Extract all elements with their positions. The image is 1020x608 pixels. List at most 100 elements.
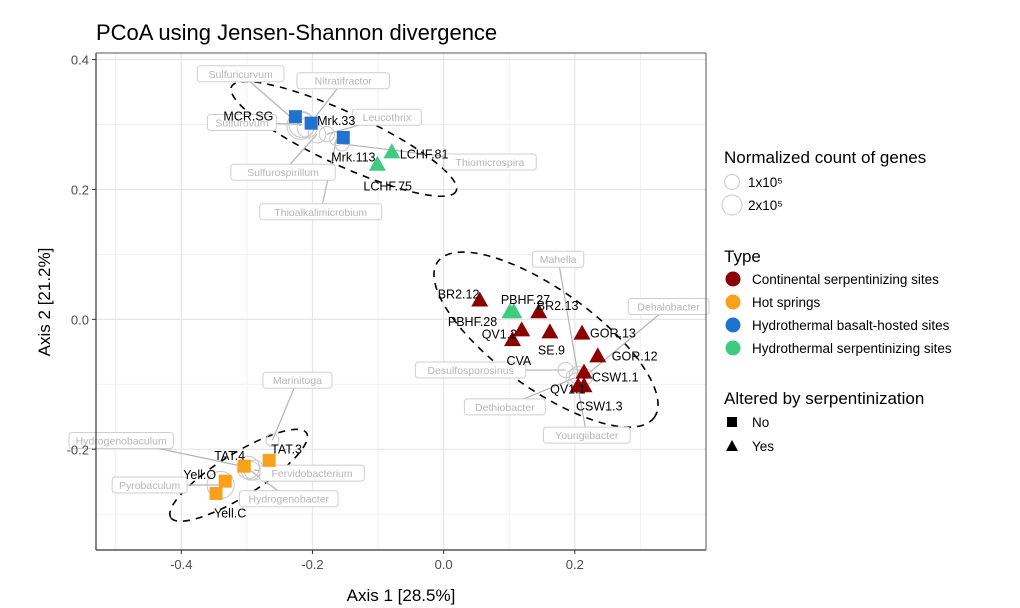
taxon-leader-line xyxy=(584,306,670,377)
legend: Normalized count of genes 1x10⁵ 2x10⁵ Type C… xyxy=(721,148,952,454)
taxon-label: Desulfosporosinus xyxy=(427,365,513,377)
taxon-label-box xyxy=(443,153,537,171)
point-label: PBHF.28 xyxy=(448,315,497,329)
point-label: LCHF.75 xyxy=(363,180,412,194)
square-point xyxy=(262,453,276,467)
taxon-label-box xyxy=(627,298,710,316)
legend-type-label: Continental serpentinizing sites xyxy=(752,272,939,287)
taxon-label: Mahella xyxy=(540,254,577,266)
taxon-label: Hydrogenobacter xyxy=(249,494,330,506)
taxon-label: Marinitoga xyxy=(273,375,322,387)
taxon-label: Fervidobacterium xyxy=(272,468,353,480)
panel-background xyxy=(96,53,706,550)
legend-type-swatch xyxy=(725,294,741,310)
point-label: CSW1.1 xyxy=(592,371,639,385)
taxon-label: Nitratifractor xyxy=(315,76,373,88)
triangle-point xyxy=(541,323,559,339)
point-label: SE.9 xyxy=(538,343,565,357)
taxon-label-box xyxy=(531,250,585,268)
legend-shape-title: Altered by serpentinization xyxy=(724,389,924,408)
square-point xyxy=(336,130,350,144)
point-label: Mrk.113 xyxy=(331,150,375,164)
taxon-label: Hydrogenobaculum xyxy=(76,435,167,447)
point-label: GOR.12 xyxy=(612,349,658,363)
legend-type-label: Hydrothermal basalt-hosted sites xyxy=(752,318,950,333)
taxon-label-box xyxy=(351,108,422,126)
legend-type-swatch xyxy=(725,317,741,333)
taxon-label: Sulfurovum xyxy=(215,117,268,129)
taxon-leader-line xyxy=(271,379,298,441)
taxon-label-box xyxy=(239,490,339,508)
taxon-abundance-circle xyxy=(318,126,335,143)
triangle-point xyxy=(589,347,607,363)
square-point xyxy=(288,110,302,124)
triangle-point xyxy=(513,321,531,337)
point-label: MCR.SG xyxy=(223,110,273,124)
point-label: BR2.12 xyxy=(438,288,480,302)
triangle-point xyxy=(575,377,593,393)
taxon-label: Youngiibacter xyxy=(555,430,619,442)
taxon-label-box xyxy=(68,431,174,449)
point-label: TAT.3 xyxy=(271,442,302,456)
group-ellipse xyxy=(433,251,659,428)
square-point xyxy=(237,459,251,473)
x-tick-label: -0.4 xyxy=(170,557,192,572)
legend-size-label: 2x10⁵ xyxy=(748,198,783,213)
square-point xyxy=(304,116,318,130)
legend-square-icon xyxy=(727,417,737,427)
taxon-label-box xyxy=(463,398,546,416)
x-tick-label: -0.2 xyxy=(301,557,323,572)
y-tick-label: 0.4 xyxy=(71,52,89,67)
point-label: Mrk.33 xyxy=(317,114,355,128)
legend-size-circle-small xyxy=(724,174,740,190)
legend-size-title: Normalized count of genes xyxy=(724,148,926,167)
taxon-label: Dehalobacter xyxy=(637,302,700,314)
point-label: BR2.13 xyxy=(537,299,579,313)
point-label: Yell.C xyxy=(214,506,246,520)
x-tick-label: 0.2 xyxy=(566,557,584,572)
point-label: QV1.2 xyxy=(482,327,517,341)
chart-title: PCoA using Jensen-Shannon divergence xyxy=(96,20,497,45)
taxon-label-box xyxy=(259,203,383,221)
y-tick-label: 0.2 xyxy=(71,182,89,197)
taxon-label: Sulfuricurvum xyxy=(209,69,273,81)
legend-type-label: Hydrothermal serpentinizing sites xyxy=(752,341,952,356)
taxon-label-box xyxy=(111,476,188,494)
x-tick-label: 0.0 xyxy=(435,557,453,572)
square-point xyxy=(209,486,223,500)
triangle-point xyxy=(471,291,489,307)
taxon-label-box xyxy=(296,72,391,90)
taxon-abundance-circle xyxy=(265,433,280,448)
legend-size-circle-large xyxy=(721,194,743,216)
legend-type-swatch xyxy=(725,340,741,356)
group-ellipse xyxy=(169,428,309,523)
legend-shape-label: Yes xyxy=(752,439,774,454)
point-label: PBHF.27 xyxy=(501,293,550,307)
triangle-point xyxy=(575,363,593,379)
point-label: QV1.1 xyxy=(550,382,585,396)
legend-size-label: 1x10⁵ xyxy=(748,175,783,190)
taxon-label: Sulfurospirillum xyxy=(247,167,319,179)
sample-labels: MCR.SG Mrk.33 Mrk.113 LCHF.81 LCHF.75 BR2.12 P… xyxy=(183,110,657,521)
taxon-label: Pyrobaculum xyxy=(119,480,181,492)
legend-triangle-icon xyxy=(726,440,738,451)
square-point xyxy=(218,474,232,488)
taxon-label: Leucothrix xyxy=(363,112,412,124)
triangle-point xyxy=(504,331,522,347)
taxon-label-box xyxy=(196,65,285,83)
triangle-point xyxy=(383,143,401,159)
point-label: Yell.O xyxy=(183,468,216,482)
plot-panel xyxy=(96,53,706,550)
taxon-markers: Sulfuricurvum Nitratifractor Sulfurovum Leu… xyxy=(68,65,710,508)
y-axis-title: Axis 2 [21.2%] xyxy=(35,248,54,357)
point-label: TAT.4 xyxy=(214,449,245,463)
sample-points xyxy=(209,110,607,500)
y-tick-label: -0.2 xyxy=(67,442,89,457)
taxon-label-box xyxy=(542,426,631,444)
taxon-label-box xyxy=(262,371,333,389)
taxon-label: Dethiobacter xyxy=(475,402,535,414)
point-label: LCHF.81 xyxy=(400,147,449,161)
taxon-label-box xyxy=(230,163,336,181)
x-axis-title: Axis 1 [28.5%] xyxy=(347,586,456,605)
